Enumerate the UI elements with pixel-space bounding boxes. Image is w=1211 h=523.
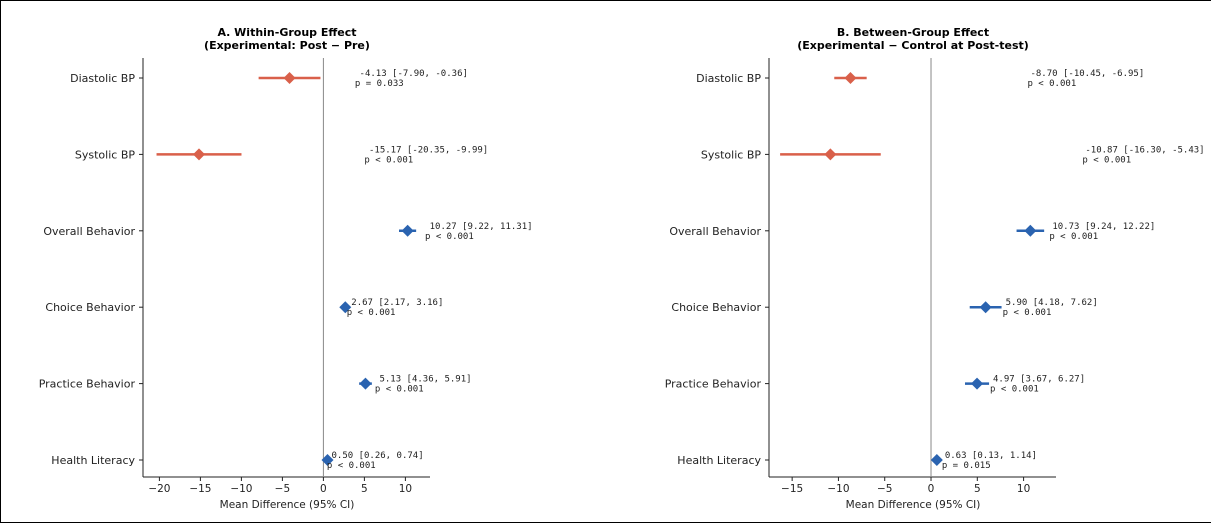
p-value-annotation: p < 0.001 [1003,308,1052,318]
y-tick-label: Choice Behavior [45,301,135,314]
y-tick-label: Diastolic BP [70,72,135,85]
ci-annotation: -10.87 [-16.30, -5.43] [1085,145,1204,155]
ci-annotation: -8.70 [-10.45, -6.95] [1030,69,1144,79]
x-tick-label: 0 [928,483,935,495]
panel-a-title-line1: A. Within-Group Effect [217,26,356,39]
y-tick-label: Systolic BP [75,148,135,161]
x-tick-label: 5 [974,483,981,495]
x-tick-label: 0 [320,483,327,495]
x-tick-label: 5 [361,483,368,495]
panel-a-within-group: A. Within-Group Effect (Experimental: Po… [39,26,533,511]
p-value-annotation: p < 0.001 [364,155,413,165]
p-value-annotation: p = 0.033 [355,79,404,89]
point-estimate-marker [283,72,296,84]
p-value-annotation: p < 0.001 [990,385,1039,395]
y-tick-label: Health Literacy [677,454,761,467]
x-tick-label: −15 [781,483,803,495]
p-value-annotation: p < 0.001 [1027,79,1076,89]
x-tick-label: −20 [148,483,170,495]
x-tick-label: −10 [230,483,252,495]
y-tick-label: Diastolic BP [696,72,761,85]
y-tick-label: Systolic BP [701,148,761,161]
point-estimate-marker [979,301,992,314]
x-tick-label: 10 [1017,483,1030,495]
point-estimate-marker [359,377,372,390]
panel-a-x-axis-label: Mean Difference (95% CI) [220,499,355,511]
p-value-annotation: p < 0.001 [327,461,376,471]
ci-annotation: 0.63 [0.13, 1.14] [945,451,1037,461]
ci-annotation: 0.50 [0.26, 0.74] [332,451,424,461]
ci-annotation: 5.90 [4.18, 7.62] [1006,298,1098,308]
point-estimate-marker [193,148,206,161]
ci-annotation: 10.73 [9.24, 12.22] [1052,222,1155,232]
p-value-annotation: p = 0.015 [942,461,991,471]
ci-annotation: 2.67 [2.17, 3.16] [351,298,443,308]
ci-annotation: -4.13 [-7.90, -0.36] [360,69,468,79]
y-tick-label: Health Literacy [51,454,135,467]
p-value-annotation: p < 0.001 [425,232,474,242]
ci-annotation: -15.17 [-20.35, -9.99] [369,145,488,155]
point-estimate-marker [1024,224,1037,237]
y-tick-label: Choice Behavior [671,301,761,314]
p-value-annotation: p < 0.001 [1082,155,1131,165]
ci-annotation: 4.97 [3.67, 6.27] [993,375,1085,385]
panel-b-x-axis-label: Mean Difference (95% CI) [846,499,981,511]
panel-b-title-line1: B. Between-Group Effect [837,26,989,39]
x-tick-label: −5 [275,483,290,495]
x-tick-label: −5 [877,483,892,495]
point-estimate-marker [339,301,352,314]
y-tick-label: Practice Behavior [39,378,136,391]
p-value-annotation: p < 0.001 [347,308,396,318]
panel-b-between-group: B. Between-Group Effect (Experimental − … [665,26,1205,511]
point-estimate-marker [824,148,837,161]
y-tick-label: Overall Behavior [669,225,761,238]
point-estimate-marker [930,454,943,466]
point-estimate-marker [844,72,857,84]
x-tick-label: −15 [189,483,211,495]
x-tick-label: −10 [827,483,849,495]
y-tick-label: Practice Behavior [665,378,762,391]
point-estimate-marker [401,224,414,237]
panel-a-title-line2: (Experimental: Post − Pre) [204,39,370,52]
p-value-annotation: p < 0.001 [375,385,424,395]
ci-annotation: 5.13 [4.36, 5.91] [379,375,471,385]
ci-annotation: 10.27 [9.22, 11.31] [430,222,533,232]
panel-b-title-line2: (Experimental − Control at Post-test) [797,39,1029,52]
point-estimate-marker [971,377,984,390]
x-tick-label: 10 [399,483,412,495]
p-value-annotation: p < 0.001 [1049,232,1098,242]
point-estimate-marker [321,454,334,466]
y-tick-label: Overall Behavior [43,225,135,238]
